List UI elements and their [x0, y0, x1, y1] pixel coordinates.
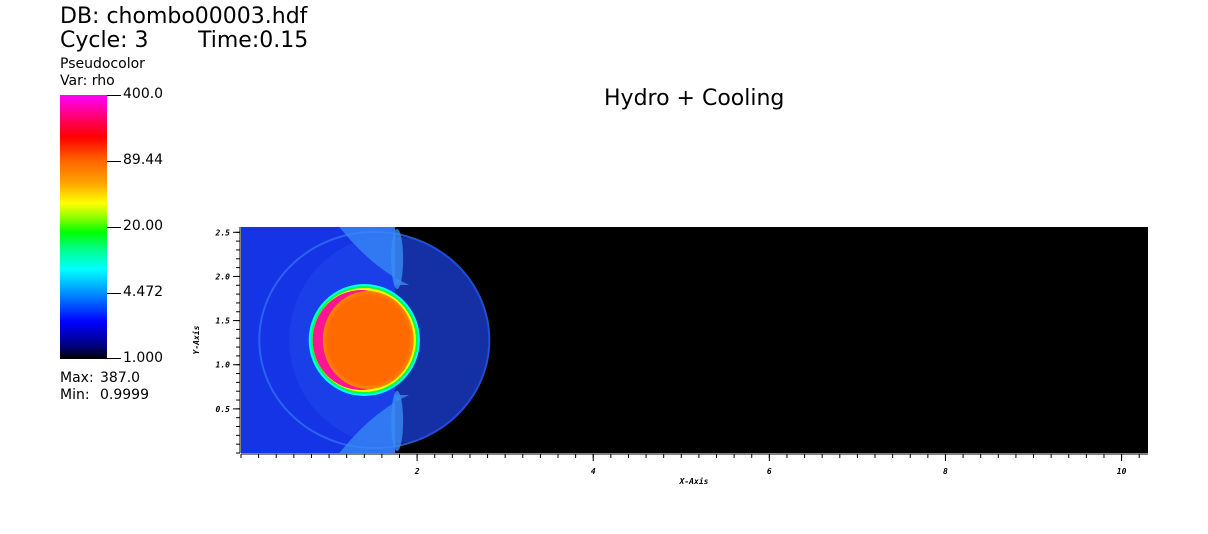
y-tick-label: 2.0: [215, 272, 231, 281]
y-axis-title: Y-Axis: [191, 325, 201, 354]
plot-title: Hydro + Cooling: [604, 86, 785, 111]
x-tick-label: 6: [767, 467, 772, 476]
axes: 2 4 6 8 10 0.5 1.0 1.5 2.0 2.5: [215, 227, 1148, 476]
database-label: DB: chombo00003.hdf: [60, 4, 308, 29]
y-tick-label: 0.5: [216, 405, 231, 414]
y-tick-label: 1.0: [216, 361, 231, 370]
x-tick-label: 4: [591, 467, 596, 476]
variable-label: Var: rho: [60, 73, 115, 89]
colorbar-label: 89.44: [123, 152, 164, 168]
max-label: Max:: [60, 370, 94, 386]
lower-tail: [391, 391, 404, 451]
colorbar-tick: [107, 161, 121, 162]
cycle-label: Cycle: 3: [60, 28, 149, 53]
colorbar-tick: [107, 358, 121, 359]
upper-tail: [391, 229, 404, 289]
colorbar-label: 20.00: [123, 218, 164, 234]
colorbar-label-min: 1.000: [123, 350, 164, 366]
plot-type-label: Pseudocolor: [60, 56, 145, 72]
clump-core: [322, 291, 414, 389]
colorbar: [60, 95, 107, 359]
colorbar-tick: [107, 95, 121, 96]
max-stat: Max: 387.0: [60, 370, 140, 386]
colorbar-label-max: 400.0: [123, 86, 164, 102]
y-tick-label: 1.5: [216, 317, 231, 326]
min-value: 0.9999: [100, 387, 149, 403]
x-tick-label: 2: [414, 467, 420, 476]
density-field: [241, 227, 1148, 453]
y-tick-label: 2.5: [215, 228, 231, 237]
x-tick-label: 8: [943, 467, 948, 476]
x-axis-title: X-Axis: [679, 476, 709, 486]
colorbar-tick: [107, 227, 121, 228]
colorbar-label: 4.472: [123, 284, 164, 300]
max-value: 387.0: [100, 370, 141, 386]
min-label: Min:: [60, 387, 90, 403]
time-label: Time:0.15: [198, 28, 309, 53]
x-tick-label: 10: [1117, 467, 1127, 476]
min-stat: Min: 0.9999: [60, 387, 149, 403]
colorbar-tick: [107, 293, 121, 294]
